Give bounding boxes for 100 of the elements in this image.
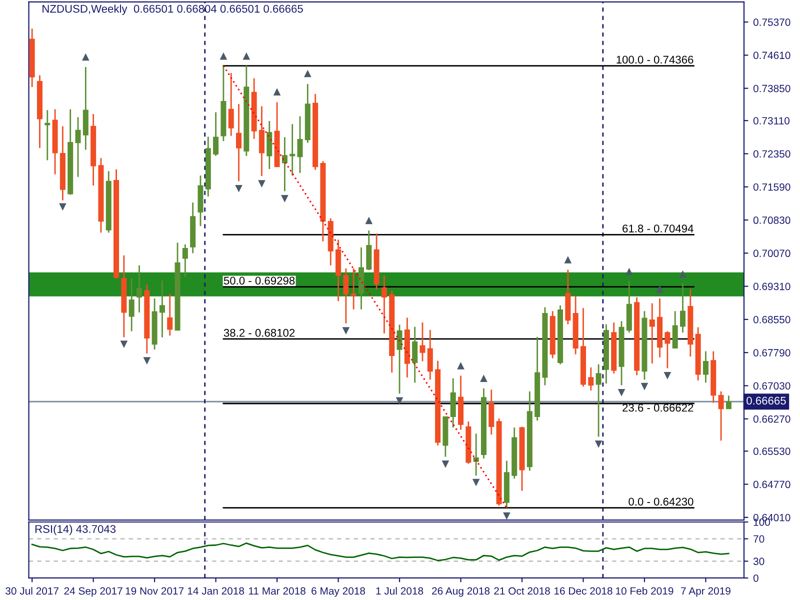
x-tick-label: 11 Mar 2018 [248,587,306,595]
y-tick-label: 0 [753,574,758,582]
point [594,440,602,448]
y-tick-label: 0.70830 [753,216,790,224]
candlestick [136,264,142,314]
candlestick [167,293,173,336]
point [342,327,350,334]
point [59,203,66,211]
candlestick [680,282,686,334]
point [442,460,450,468]
candlestick [366,230,372,271]
chart-title: RSI(14) 43.7043 [35,524,116,536]
point [82,53,90,61]
point [281,194,288,202]
candlestick [726,394,732,410]
x-tick-label: 16 Dec 2018 [554,587,612,595]
series-label: 100.0 - 0.74366 [616,56,694,64]
point [640,382,648,390]
point [273,88,281,96]
candlestick [297,116,303,174]
y-tick-label: 0.72350 [753,150,790,158]
point [480,374,488,382]
candlestick [420,322,426,362]
candlestick [672,310,678,349]
y-tick-label: 0.75370 [753,18,790,26]
candlestick [159,280,165,338]
candlestick [182,244,188,278]
candlestick [664,330,670,369]
point [564,256,572,264]
candlestick [44,109,50,161]
candlestick [350,268,356,310]
point [664,372,672,380]
point [120,340,128,348]
candlestick [596,364,602,438]
candlestick [343,268,349,324]
series-label: 38.2 - 0.68102 [224,328,295,337]
candlestick [396,324,402,394]
point [618,389,626,396]
series-label: 61.8 - 0.70494 [622,224,694,232]
y-tick-label: 0.65530 [753,448,790,455]
point [242,52,250,60]
x-tick-label: 1 Jul 2018 [376,587,424,595]
x-tick-label: 21 Oct 2018 [494,587,550,595]
point [457,362,464,370]
candlestick [258,106,264,177]
y-tick-label: 0.67030 [753,382,790,390]
point [143,357,151,365]
point [258,180,266,188]
point [365,216,373,224]
line-series [31,542,730,562]
y-tick-label: 0.70070 [753,250,790,258]
candlestick [266,120,272,170]
x-tick-label: 7 Apr 2019 [681,587,730,597]
y-tick-label: 0.64770 [753,480,790,488]
y-tick-label: 0.68550 [753,316,790,324]
candlestick [381,274,387,334]
candlestick [236,103,242,182]
x-tick-label: 14 Jan 2018 [188,587,244,595]
candlestick [213,112,219,157]
candlestick [228,72,234,137]
candlestick [588,366,594,392]
x-tick-label: 26 Aug 2018 [432,587,490,597]
candlestick [427,329,433,380]
candlestick [488,388,494,436]
ref-line-label: 0.66665 [746,396,786,405]
candlestick [412,326,418,384]
series-label: 50.0 - 0.69298 [224,276,295,285]
candlestick [702,350,708,384]
y-tick-label: 0.73110 [753,117,790,124]
y-tick-label: 30 [753,558,764,566]
x-tick-label: 30 Jul 2017 [6,587,58,595]
y-tick-label: 0.73850 [753,84,790,92]
point [220,52,228,60]
point [304,70,312,78]
candlestick [75,116,81,178]
candlestick [282,136,288,192]
x-tick-label: 19 Nov 2017 [126,587,184,595]
x-tick-label: 24 Sep 2017 [64,587,122,597]
y-tick-label: 0.74610 [753,52,790,60]
candlestick [450,378,456,428]
series-label: 0.0 - 0.64230 [628,498,694,506]
point [679,270,686,278]
y-tick-label: 0.66270 [753,415,790,423]
point [626,268,633,276]
chart-title: NZDUSD,Weekly 0.66501 0.66804 0.66501 0.66665 [42,4,303,15]
point [503,512,510,520]
y-tick-label: 0.71590 [753,183,790,191]
series-label: 23.6 - 0.66622 [622,404,694,412]
candlestick [718,390,724,442]
point [472,478,480,486]
x-tick-label: 10 Feb 2019 [616,587,674,595]
y-tick-label: 0.67790 [753,349,790,356]
x-tick-label: 6 May 2018 [312,587,366,597]
y-tick-label: 0.69310 [753,282,790,290]
candlestick [649,302,655,364]
point [235,184,242,192]
point [396,397,404,405]
candlestick [290,123,296,176]
y-tick-label: 70 [754,535,764,543]
point [656,285,664,293]
